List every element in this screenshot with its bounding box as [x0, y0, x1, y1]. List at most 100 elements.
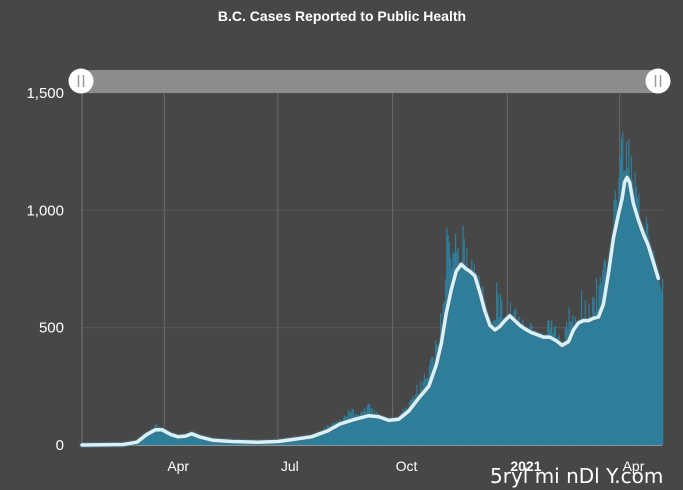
- bar-series: [82, 131, 664, 446]
- bar: [378, 417, 381, 445]
- bar: [657, 276, 659, 445]
- bar: [330, 427, 332, 445]
- bar: [598, 285, 600, 445]
- bar: [421, 388, 423, 445]
- slider-end-handle[interactable]: [645, 68, 671, 94]
- bar: [527, 334, 529, 445]
- bar: [511, 316, 513, 445]
- x-tick-label: Apr: [623, 458, 645, 474]
- bar: [467, 276, 469, 445]
- bar: [547, 320, 549, 445]
- bar: [173, 437, 175, 445]
- bar: [519, 338, 522, 445]
- bar: [174, 438, 176, 445]
- bar: [522, 319, 524, 445]
- bar: [154, 425, 156, 445]
- bar: [516, 326, 518, 445]
- bar: [370, 408, 372, 445]
- bar: [159, 427, 161, 445]
- bar: [479, 288, 482, 445]
- bar: [622, 131, 624, 445]
- bar: [648, 236, 650, 445]
- bar: [337, 422, 339, 445]
- bar: [166, 434, 169, 445]
- bar: [328, 426, 331, 445]
- bar: [478, 275, 480, 445]
- bar: [552, 333, 554, 445]
- bar: [614, 190, 616, 445]
- bar: [456, 251, 458, 445]
- bar: [518, 316, 520, 445]
- bar: [186, 434, 189, 445]
- bar: [630, 156, 633, 446]
- bar: [183, 436, 185, 445]
- bar: [602, 269, 604, 445]
- bar: [365, 411, 367, 445]
- bar: [546, 342, 548, 445]
- bar: [338, 419, 341, 445]
- bar: [385, 421, 387, 445]
- bar: [195, 437, 197, 445]
- bar: [574, 316, 576, 445]
- bar: [430, 359, 432, 445]
- bar: [593, 297, 595, 445]
- bar: [496, 282, 498, 445]
- bar: [609, 256, 611, 445]
- bar: [400, 413, 402, 445]
- bar: [158, 425, 160, 445]
- chart-title: B.C. Cases Reported to Public Health: [218, 8, 466, 24]
- bar: [391, 417, 393, 445]
- bar: [486, 318, 488, 445]
- bar: [401, 413, 403, 445]
- bar: [642, 240, 644, 445]
- bar: [178, 439, 180, 445]
- bar: [639, 239, 641, 445]
- bar: [529, 322, 532, 445]
- bar: [443, 300, 445, 445]
- bar: [185, 435, 187, 445]
- bar: [599, 277, 601, 445]
- bar: [567, 329, 569, 445]
- slider-track[interactable]: [80, 70, 658, 93]
- bar: [492, 321, 494, 445]
- y-tick-label: 1,000: [26, 202, 64, 219]
- bar: [585, 319, 588, 445]
- bar: [615, 199, 618, 445]
- bar: [355, 413, 357, 445]
- bar: [381, 420, 383, 445]
- bar: [564, 327, 566, 445]
- bar: [473, 264, 475, 445]
- bar: [432, 357, 434, 445]
- bar: [361, 411, 363, 445]
- bar: [563, 342, 565, 445]
- bar: [534, 330, 537, 445]
- bar: [533, 332, 535, 445]
- bar: [179, 439, 181, 445]
- bar: [380, 419, 382, 445]
- bar: [498, 317, 500, 445]
- bar: [148, 432, 150, 445]
- bar: [348, 412, 351, 445]
- bar: [392, 418, 394, 445]
- bar: [620, 137, 623, 445]
- slider-start-handle[interactable]: [68, 68, 94, 94]
- x-tick-label: 2021: [510, 458, 541, 474]
- bar: [539, 340, 542, 445]
- bar: [512, 316, 514, 445]
- bar: [316, 433, 318, 445]
- bar: [607, 276, 609, 445]
- bar: [509, 302, 512, 445]
- bar: [471, 259, 473, 445]
- bar: [654, 259, 656, 445]
- x-tick-label: Jul: [281, 458, 299, 474]
- bar: [376, 411, 378, 445]
- bar: [207, 440, 210, 445]
- range-slider[interactable]: [68, 68, 671, 94]
- bar: [474, 272, 477, 445]
- x-axis: Apr Jul Oct 2021 Apr: [167, 458, 644, 474]
- bar: [462, 225, 464, 445]
- bar: [523, 333, 525, 445]
- bar: [589, 317, 591, 445]
- bar: [550, 320, 553, 445]
- bar: [413, 397, 416, 445]
